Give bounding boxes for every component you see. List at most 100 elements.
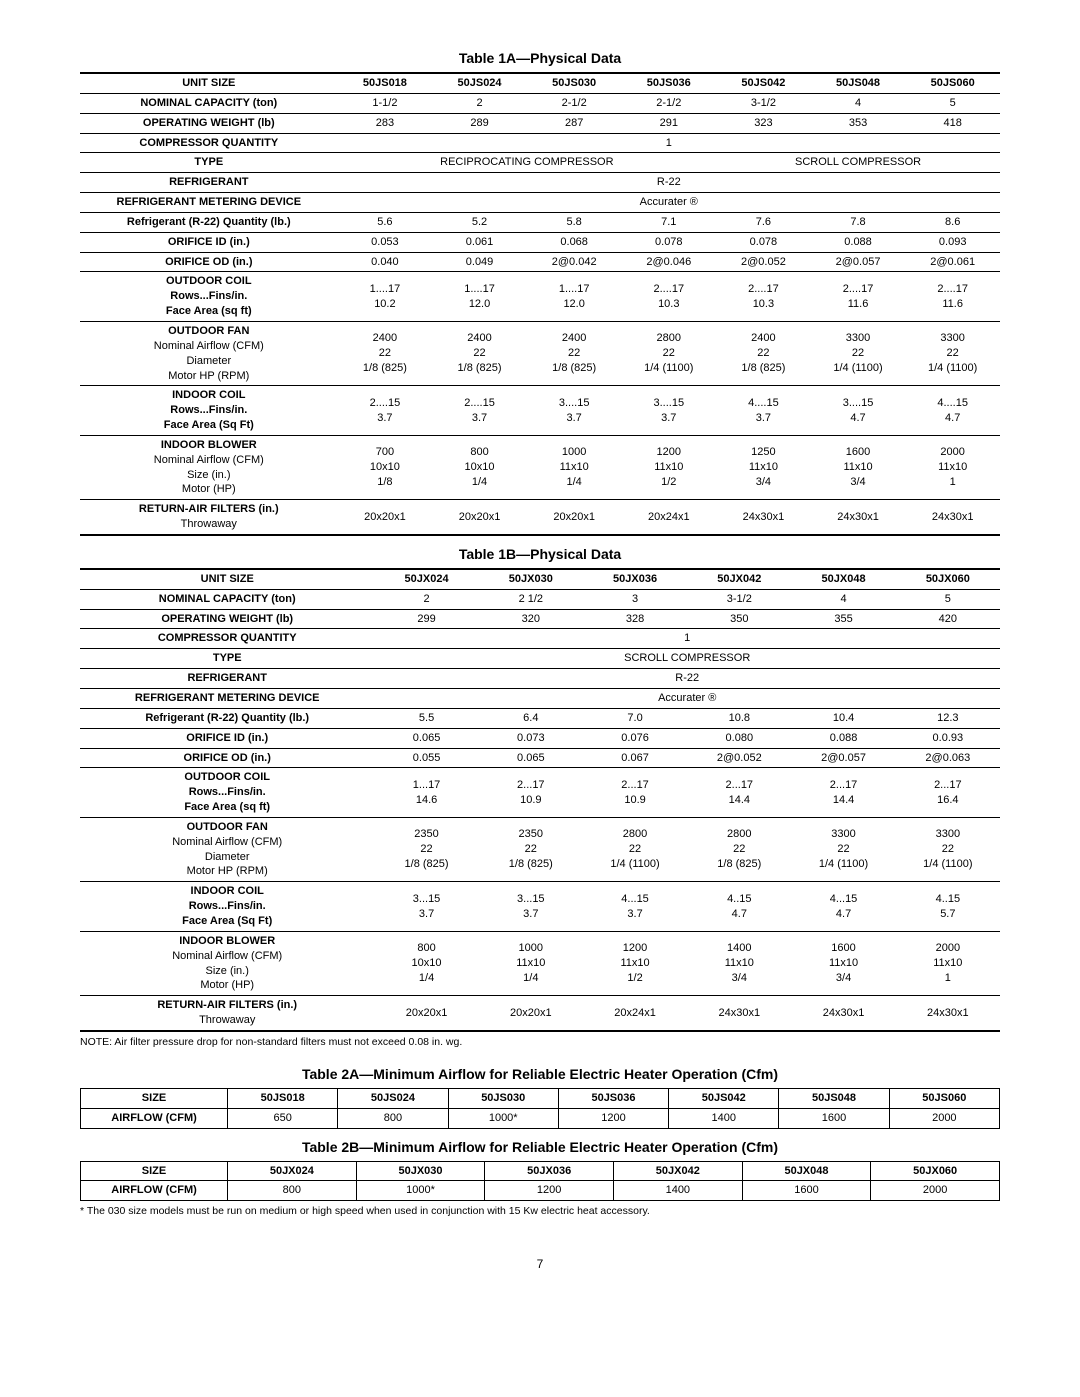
row-label: Refrigerant (R-22) Quantity (lb.) [80, 708, 374, 728]
column-header: 50JX048 [791, 569, 895, 589]
row-label: ORIFICE OD (in.) [80, 748, 374, 768]
row-label: RETURN-AIR FILTERS (in.)Throwaway [80, 500, 338, 535]
data-cell: 3-1/2 [687, 589, 791, 609]
data-cell: 20x20x1 [479, 996, 583, 1031]
data-cell: 7.1 [621, 212, 716, 232]
data-cell: 1 [374, 629, 1000, 649]
data-cell: 2....153.7 [338, 386, 433, 436]
data-cell: 24x30x1 [791, 996, 895, 1031]
data-cell: 0.067 [583, 748, 687, 768]
data-cell: 100011x101/4 [479, 931, 583, 995]
data-cell: 3 [583, 589, 687, 609]
column-header: 50JS030 [448, 1088, 558, 1108]
data-cell: 200011x101 [896, 931, 1000, 995]
data-cell: 5 [905, 93, 1000, 113]
column-header: 50JS018 [228, 1088, 338, 1108]
data-cell: 20x20x1 [374, 996, 478, 1031]
data-cell: 2@0.052 [716, 252, 811, 272]
data-cell: 4...154.7 [791, 882, 895, 932]
data-cell: 2...1710.9 [479, 768, 583, 818]
data-cell: 24x30x1 [905, 500, 1000, 535]
row-label: OUTDOOR COILRows...Fins/in.Face Area (sq… [80, 768, 374, 818]
data-cell: 0.078 [621, 232, 716, 252]
data-cell: 125011x103/4 [716, 435, 811, 499]
data-cell: 1...1714.6 [374, 768, 478, 818]
row-label: COMPRESSOR QUANTITY [80, 133, 338, 153]
data-cell: Accurater ® [338, 193, 1000, 213]
column-header: 50JS042 [669, 1088, 779, 1108]
data-cell: 2....1711.6 [811, 272, 906, 322]
data-cell: 1200 [558, 1108, 668, 1128]
data-cell: 2@0.046 [621, 252, 716, 272]
data-cell: 0.093 [905, 232, 1000, 252]
data-cell: 2000 [889, 1108, 999, 1128]
data-cell: 24x30x1 [811, 500, 906, 535]
row-header-label: UNIT SIZE [80, 569, 374, 589]
data-cell: 2800221/4 (1100) [621, 321, 716, 385]
data-cell: 3300221/4 (1100) [791, 817, 895, 881]
note-filter: NOTE: Air filter pressure drop for non-s… [80, 1036, 1000, 1048]
data-cell: 2....1711.6 [905, 272, 1000, 322]
data-cell: 10.8 [687, 708, 791, 728]
data-cell: 24x30x1 [687, 996, 791, 1031]
data-cell: 20x20x1 [338, 500, 433, 535]
column-header: 50JS060 [889, 1088, 999, 1108]
row-label: TYPE [80, 153, 338, 173]
row-label: ORIFICE ID (in.) [80, 232, 338, 252]
data-cell: 2...1714.4 [687, 768, 791, 818]
row-label: OUTDOOR COILRows...Fins/in.Face Area (sq… [80, 272, 338, 322]
data-cell: 4....153.7 [716, 386, 811, 436]
data-cell: 2@0.061 [905, 252, 1000, 272]
data-cell: 0.040 [338, 252, 433, 272]
row-label: OUTDOOR FANNominal Airflow (CFM)Diameter… [80, 321, 338, 385]
row-label: REFRIGERANT METERING DEVICE [80, 689, 374, 709]
table-1a-title: Table 1A—Physical Data [80, 50, 1000, 66]
column-header: 50JS042 [716, 73, 811, 93]
data-cell: 2@0.052 [687, 748, 791, 768]
column-header: 50JS030 [527, 73, 622, 93]
row-label: TYPE [80, 649, 374, 669]
data-cell: 2...1710.9 [583, 768, 687, 818]
data-cell: 24x30x1 [716, 500, 811, 535]
row-label: INDOOR COILRows...Fins/in.Face Area (Sq … [80, 882, 374, 932]
data-cell: 3....153.7 [621, 386, 716, 436]
data-cell: 120011x101/2 [583, 931, 687, 995]
data-cell: 2 [432, 93, 527, 113]
table-2a: SIZE50JS01850JS02450JS03050JS03650JS0425… [80, 1088, 1000, 1129]
data-cell: 0.053 [338, 232, 433, 252]
data-cell: 2...1716.4 [896, 768, 1000, 818]
data-cell: 5.8 [527, 212, 622, 232]
data-cell: 1400 [669, 1108, 779, 1128]
row-header-label: UNIT SIZE [80, 73, 338, 93]
table-2a-title: Table 2A—Minimum Airflow for Reliable El… [80, 1066, 1000, 1082]
data-cell: 1400 [614, 1181, 743, 1201]
table-2b-title: Table 2B—Minimum Airflow for Reliable El… [80, 1139, 1000, 1155]
table-2b: SIZE50JX02450JX03050JX03650JX04250JX0485… [80, 1161, 1000, 1202]
data-cell: 1 [338, 133, 1000, 153]
data-cell: 120011x101/2 [621, 435, 716, 499]
data-cell: 5 [896, 589, 1000, 609]
column-header: 50JX048 [742, 1161, 871, 1181]
data-cell: 3...153.7 [479, 882, 583, 932]
data-cell: 10.4 [791, 708, 895, 728]
data-cell: 3....153.7 [527, 386, 622, 436]
column-header: 50JS048 [779, 1088, 889, 1108]
row-label: NOMINAL CAPACITY (ton) [80, 93, 338, 113]
row-label: INDOOR BLOWERNominal Airflow (CFM)Size (… [80, 931, 374, 995]
data-cell: 0.0.93 [896, 728, 1000, 748]
column-header: 50JX030 [356, 1161, 485, 1181]
data-cell: 4...153.7 [583, 882, 687, 932]
data-cell: 0.065 [479, 748, 583, 768]
table-1b: UNIT SIZE50JX02450JX03050JX03650JX04250J… [80, 568, 1000, 1032]
data-cell: 2...1714.4 [791, 768, 895, 818]
data-cell: 0.080 [687, 728, 791, 748]
data-cell: 355 [791, 609, 895, 629]
data-cell: 0.078 [716, 232, 811, 252]
data-cell: 4 [811, 93, 906, 113]
data-cell: 80010x101/4 [374, 931, 478, 995]
data-cell: 100011x101/4 [527, 435, 622, 499]
column-header: 50JX036 [485, 1161, 614, 1181]
row-label: ORIFICE OD (in.) [80, 252, 338, 272]
data-cell: 1....1712.0 [432, 272, 527, 322]
data-cell: 1-1/2 [338, 93, 433, 113]
